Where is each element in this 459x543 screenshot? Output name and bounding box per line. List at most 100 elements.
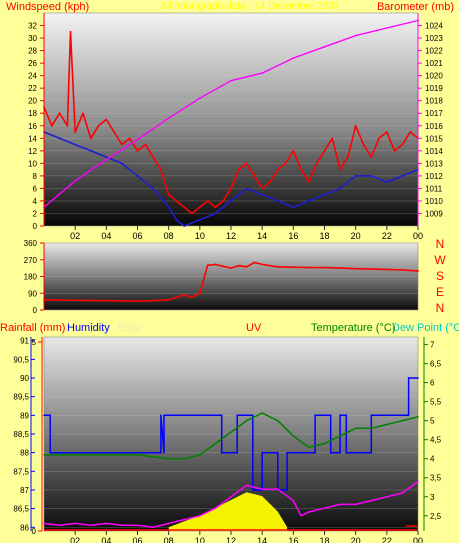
wind-direction-point: [222, 265, 225, 268]
x-tick-label: 06: [132, 536, 142, 543]
wind-direction-point: [261, 263, 264, 266]
y2-tick-label: 5,5: [430, 398, 442, 407]
y-tick-label: 32: [28, 22, 37, 31]
wind-direction-point: [214, 263, 217, 266]
dew-point-point: [401, 492, 404, 494]
y-tick-label: 87: [20, 486, 29, 495]
rain-tick-label: 0: [32, 527, 37, 536]
x-tick-label: 22: [382, 536, 392, 543]
x-tick-label: 10: [195, 536, 205, 543]
y-tick-label: 90,5: [13, 355, 29, 364]
x-tick-label: 02: [70, 536, 80, 543]
y-tick-label: 86: [20, 523, 29, 532]
temperature-point: [323, 442, 326, 445]
barometer-point: [261, 72, 264, 75]
humidity-point: [43, 414, 45, 417]
y-tick-label: 87,5: [13, 467, 29, 476]
windspeed-point: [152, 156, 154, 158]
dew-point-point: [89, 524, 92, 527]
temperature-point: [370, 427, 373, 430]
plot-area: [43, 12, 419, 227]
y2-tick-label: 6,5: [430, 360, 442, 369]
y2-tick-label: 4: [430, 455, 435, 464]
windspeed-point: [370, 156, 373, 158]
y2-tick-label: 4,5: [430, 436, 442, 445]
dew-point-point: [167, 522, 170, 525]
y2-tick-label: 3: [430, 493, 435, 502]
y-tick-label: 4: [33, 197, 38, 206]
wind-average-point: [276, 200, 279, 202]
windspeed-line: [43, 31, 419, 215]
temperature-point: [245, 419, 248, 422]
x-tick-label: 08: [164, 231, 174, 241]
wind-average-point: [370, 174, 373, 177]
wind-direction-point: [245, 265, 248, 268]
wind-average-point: [245, 187, 248, 190]
humidity-point: [49, 451, 52, 454]
y-tick-label: 14: [28, 134, 37, 143]
humidity-point: [407, 414, 410, 417]
compass-letter: N: [436, 237, 445, 251]
windspeed-point: [89, 137, 92, 140]
temperature-point: [339, 435, 341, 437]
y2-tick-label: 1017: [425, 109, 443, 118]
windspeed-point: [159, 168, 162, 171]
wind-average-point: [261, 193, 264, 196]
windspeed-point: [354, 124, 357, 127]
windspeed-point: [230, 187, 232, 190]
barometer-point: [74, 179, 77, 182]
y2-tick-label: 2,5: [430, 512, 442, 521]
barometer-point: [230, 79, 232, 82]
y-tick-label: 86,5: [13, 505, 29, 514]
windspeed-point: [315, 162, 318, 165]
y-tick-label: 28: [28, 47, 37, 56]
wind-direction-point: [152, 299, 154, 302]
barometer-point: [292, 57, 295, 60]
x-tick-label: 22: [382, 231, 392, 241]
wind-direction-point: [417, 270, 419, 272]
humidity-point: [276, 451, 279, 454]
humidity-point: [163, 414, 165, 417]
windspeed-point: [292, 149, 295, 152]
dew-point-point: [43, 522, 45, 525]
y2-tick-label: 1023: [425, 34, 443, 43]
barometer-point: [136, 138, 139, 141]
humidity-point: [370, 414, 373, 417]
wind-average-point: [152, 187, 154, 190]
windspeed-point: [69, 30, 72, 33]
y-tick-label: 0: [33, 306, 38, 315]
wind-direction-point: [253, 261, 256, 264]
humidity-point: [236, 451, 239, 454]
wind-average-point: [214, 212, 217, 215]
dew-point-point: [276, 488, 279, 490]
temperature-point: [43, 454, 45, 456]
x-tick-label: 18: [319, 536, 329, 543]
y2-tick-label: 1014: [425, 147, 443, 156]
temperature-point: [199, 454, 201, 456]
windspeed-point: [385, 131, 388, 133]
dew-point-point: [183, 518, 186, 521]
x-tick-label: 08: [164, 536, 174, 543]
windspeed-point: [339, 168, 341, 171]
compass-letter: E: [436, 285, 444, 299]
temperature-point: [386, 423, 388, 426]
wind-direction-point: [292, 266, 295, 269]
barometer-point: [385, 27, 388, 29]
legend-solar: Solar: [117, 322, 143, 334]
dew-point-point: [105, 522, 108, 525]
windspeed-point: [214, 206, 217, 209]
windspeed-point: [237, 168, 240, 171]
wind-direction-point: [339, 267, 341, 270]
x-tick-label: 00: [413, 536, 423, 543]
temperature-point: [74, 454, 76, 456]
x-tick-label: 18: [319, 231, 329, 241]
compass-letter: S: [436, 269, 444, 283]
humidity-point: [339, 451, 341, 454]
windspeed-point: [113, 131, 116, 133]
temperature-point: [354, 427, 357, 430]
wind-average-point: [292, 206, 295, 209]
wind-direction-point: [191, 296, 193, 298]
humidity-point: [329, 414, 332, 417]
x-tick-label: 06: [132, 231, 142, 241]
